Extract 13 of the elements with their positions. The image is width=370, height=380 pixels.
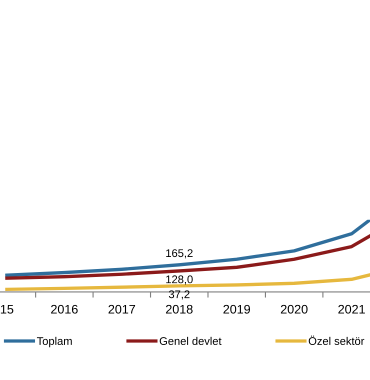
x-tick-label: 2020 [280, 304, 308, 314]
legend-label: Toplam [36, 336, 72, 348]
data-label: 165,2 [166, 249, 193, 258]
x-tick-label: 2017 [108, 304, 136, 314]
x-tick-label: 2019 [223, 304, 250, 314]
x-tick-label: 2018 [166, 304, 193, 314]
legend-label: Genel devlet [160, 336, 222, 346]
x-tick-label: 2016 [51, 304, 78, 314]
x-tick-label: 2021 [338, 304, 365, 314]
data-label: 128,0 [166, 275, 193, 285]
legend-label: Özel sektör [308, 336, 364, 346]
data-label: 37,2 [168, 290, 190, 300]
x-tick-label: 15 [0, 304, 14, 314]
